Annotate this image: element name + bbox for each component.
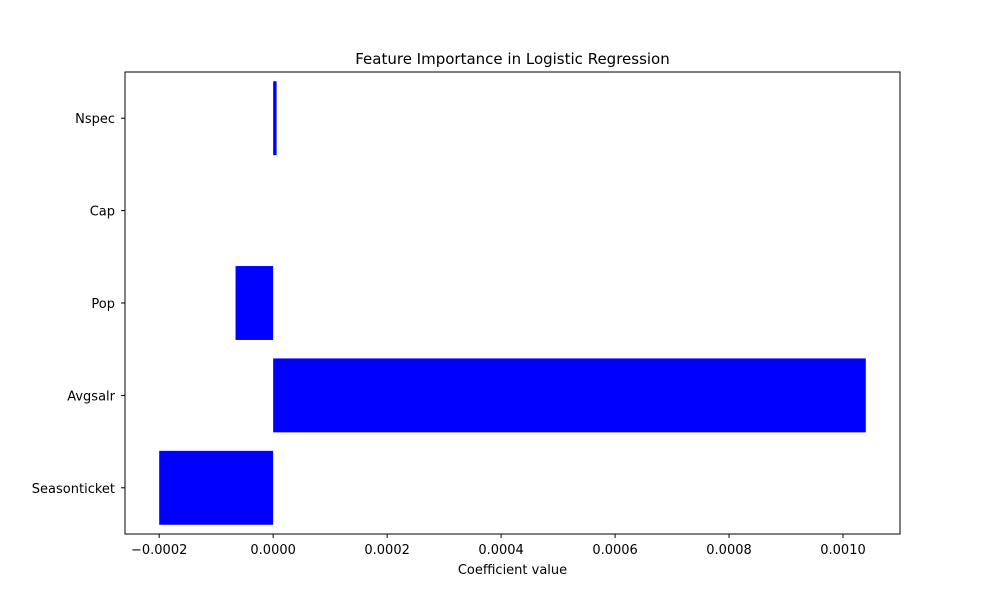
y-tick-label-nspec: Nspec xyxy=(75,112,115,127)
x-tick-label: 0.0008 xyxy=(706,543,752,558)
y-tick-label-seasonticket: Seasonticket xyxy=(32,482,115,497)
y-tick-label-cap: Cap xyxy=(90,205,115,220)
x-tick-label: 0.0000 xyxy=(250,543,296,558)
x-tick-label: 0.0010 xyxy=(820,543,866,558)
bar-seasonticket xyxy=(159,450,274,525)
x-axis-title: Coefficient value xyxy=(458,563,567,578)
bar-nspec xyxy=(273,81,277,156)
y-tick-label-avgsalr: Avgsalr xyxy=(67,389,115,404)
x-tick-label: 0.0006 xyxy=(592,543,638,558)
x-tick-label: 0.0004 xyxy=(478,543,524,558)
chart-title: Feature Importance in Logistic Regressio… xyxy=(355,50,670,68)
y-tick-label-pop: Pop xyxy=(91,297,115,312)
x-tick-label: −0.0002 xyxy=(131,543,187,558)
y-axis: Seasonticket Avgsalr Pop Cap Nspec xyxy=(32,112,125,497)
bar-avgsalr xyxy=(273,358,866,433)
bars-layer xyxy=(159,81,866,525)
x-tick-label: 0.0002 xyxy=(364,543,410,558)
bar-pop xyxy=(235,266,274,340)
x-axis: −0.0002 0.0000 0.0002 0.0004 0.0006 0.0008 0.0… xyxy=(131,534,866,558)
